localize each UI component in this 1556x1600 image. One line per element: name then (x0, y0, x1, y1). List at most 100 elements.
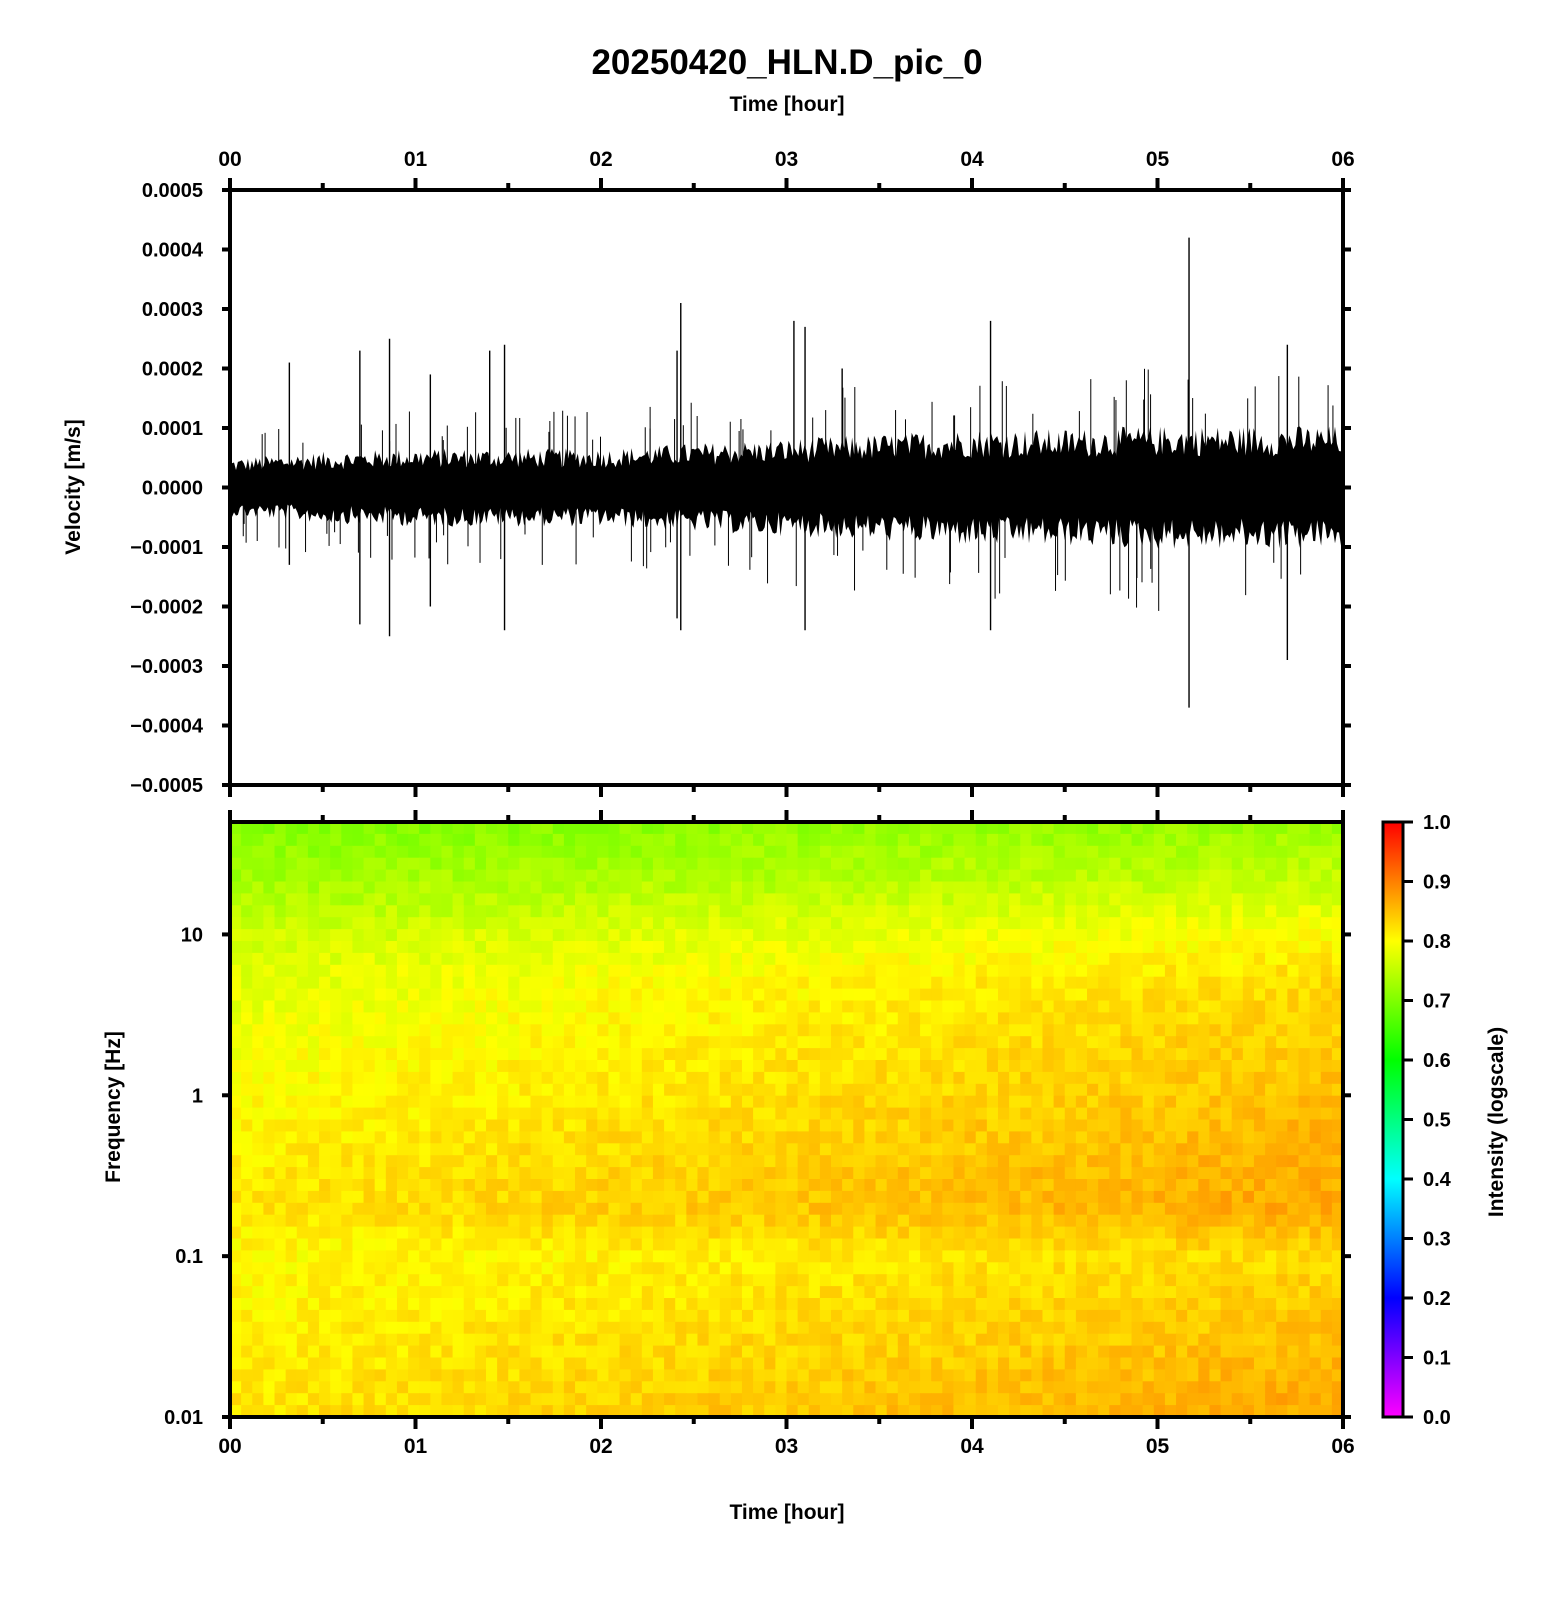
spectrogram-cell (897, 881, 910, 894)
spectrogram-cell (986, 929, 999, 942)
spectrogram-cell (285, 1381, 298, 1394)
spectrogram-cell (808, 1250, 821, 1263)
spectrogram-cell (1142, 976, 1155, 990)
spectrogram-cell (1075, 1143, 1088, 1156)
spectrogram-cell (341, 893, 354, 906)
spectrogram-cell (697, 1262, 710, 1275)
spectrogram-cell (964, 845, 977, 859)
spectrogram-cell (708, 1071, 721, 1085)
spectrogram-cell (664, 845, 676, 859)
spectrogram-cell (508, 1250, 520, 1263)
spectrogram-cell (363, 869, 376, 883)
spectrogram-cell (697, 929, 710, 942)
spectrogram-cell (1164, 1119, 1177, 1132)
spectrogram-cell (786, 976, 799, 990)
spectrogram-cell (252, 1024, 264, 1037)
spectrogram-cell (975, 941, 988, 954)
spectrogram-cell (1198, 1202, 1211, 1216)
spectrogram-cell (864, 1309, 877, 1323)
spectrogram-cell (1075, 917, 1088, 930)
spectrogram-cell (1020, 1357, 1032, 1370)
spectrogram-cell (908, 1036, 921, 1049)
spectrogram-cell (864, 917, 877, 930)
spectrogram-cell (1009, 1274, 1021, 1287)
spectrogram-cell (1153, 881, 1166, 894)
spectrogram-cell (997, 1036, 1010, 1049)
spectrogram-cell (630, 833, 643, 847)
spectrogram-cell (1042, 893, 1055, 906)
spectrogram-cell (831, 1321, 843, 1335)
spectrogram-cell (1187, 941, 1199, 954)
spectrogram-cell (552, 1226, 565, 1240)
spectrogram-cell (1020, 1214, 1032, 1228)
spectrogram-cell (619, 1262, 632, 1275)
spectrogram-cell (1320, 917, 1333, 930)
spectrogram-cell (775, 1298, 788, 1311)
spectrogram-cell (474, 1143, 487, 1156)
spectrogram-cell (641, 1190, 654, 1204)
waveform-y-tick-label: 0.0003 (142, 299, 203, 321)
spectrogram-cell (975, 1357, 988, 1370)
spectrogram-cell (964, 1321, 977, 1335)
spectrogram-cell (430, 988, 443, 1002)
spectrogram-cell (1053, 1357, 1066, 1370)
spectrogram-cell (730, 1119, 743, 1132)
spectrogram-cell (586, 1131, 598, 1144)
spectrogram-cell (1053, 1226, 1066, 1240)
top-x-tick-label: 04 (960, 148, 984, 171)
spectrogram-cell (675, 1250, 687, 1263)
spectrogram-cell (842, 1286, 854, 1299)
spectrogram-cell (1064, 1107, 1077, 1121)
spectrogram-cell (686, 1036, 699, 1049)
spectrogram-cell (842, 1369, 854, 1382)
spectrogram-cell (541, 1274, 554, 1287)
spectrogram-cell (842, 1024, 854, 1037)
spectrogram-cell (319, 976, 331, 990)
spectrogram-cell (753, 1167, 765, 1180)
spectrogram-cell (819, 1119, 832, 1132)
spectrogram-cell (1276, 1012, 1288, 1025)
spectrogram-cell (419, 869, 431, 883)
spectrogram-cell (1209, 1345, 1222, 1359)
spectrogram-cell (463, 1357, 476, 1370)
spectrogram-cell (630, 941, 643, 954)
spectrogram-cell (352, 1060, 365, 1073)
spectrogram-cell (1109, 1238, 1121, 1251)
spectrogram-cell (352, 1262, 365, 1275)
spectrogram-cell (1075, 976, 1088, 990)
spectrogram-cell (741, 1321, 754, 1335)
spectrogram-cell (575, 1167, 587, 1180)
spectrogram-cell (363, 1071, 376, 1085)
spectrogram-cell (1220, 1262, 1233, 1275)
spectrogram-cell (1164, 1155, 1177, 1168)
spectrogram-cell (274, 1190, 287, 1204)
spectrogram-cell (1253, 952, 1266, 966)
top-x-tick-label: 06 (1331, 148, 1354, 171)
spectrogram-cell (1298, 1179, 1311, 1192)
spectrogram-cell (575, 822, 587, 835)
spectrogram-cell (630, 905, 643, 918)
spectrogram-cell (920, 1060, 932, 1073)
spectrogram-cell (307, 893, 320, 906)
spectrogram-cell (552, 1000, 565, 1013)
spectrogram-cell (1153, 1309, 1166, 1323)
spectrogram-cell (307, 1060, 320, 1073)
spectrogram-cell (619, 1286, 632, 1299)
spectrogram-cell (419, 1357, 431, 1370)
spectrogram-cell (319, 822, 331, 835)
spectrogram-cell (641, 1024, 654, 1037)
spectrogram-cell (274, 1214, 287, 1228)
spectrogram-cell (497, 1309, 509, 1323)
spectrogram-cell (1253, 1083, 1266, 1097)
spectrogram-cell (597, 1345, 610, 1359)
spectrogram-cell (741, 1298, 754, 1311)
spectrogram-cell (753, 1107, 765, 1121)
spectrogram-cell (1242, 1274, 1255, 1287)
spectrogram-cell (630, 1262, 643, 1275)
spectrogram-cell (230, 857, 242, 871)
spectrogram-cell (964, 1095, 977, 1109)
spectrogram-cell (385, 881, 398, 894)
spectrogram-cell (1053, 1060, 1066, 1073)
spectrogram-cell (1231, 1369, 1244, 1382)
spectrogram-cell (764, 952, 776, 966)
